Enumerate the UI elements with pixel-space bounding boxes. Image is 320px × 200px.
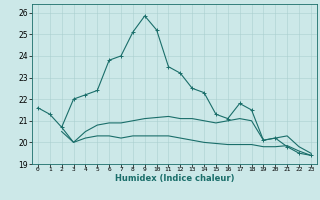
X-axis label: Humidex (Indice chaleur): Humidex (Indice chaleur): [115, 174, 234, 183]
